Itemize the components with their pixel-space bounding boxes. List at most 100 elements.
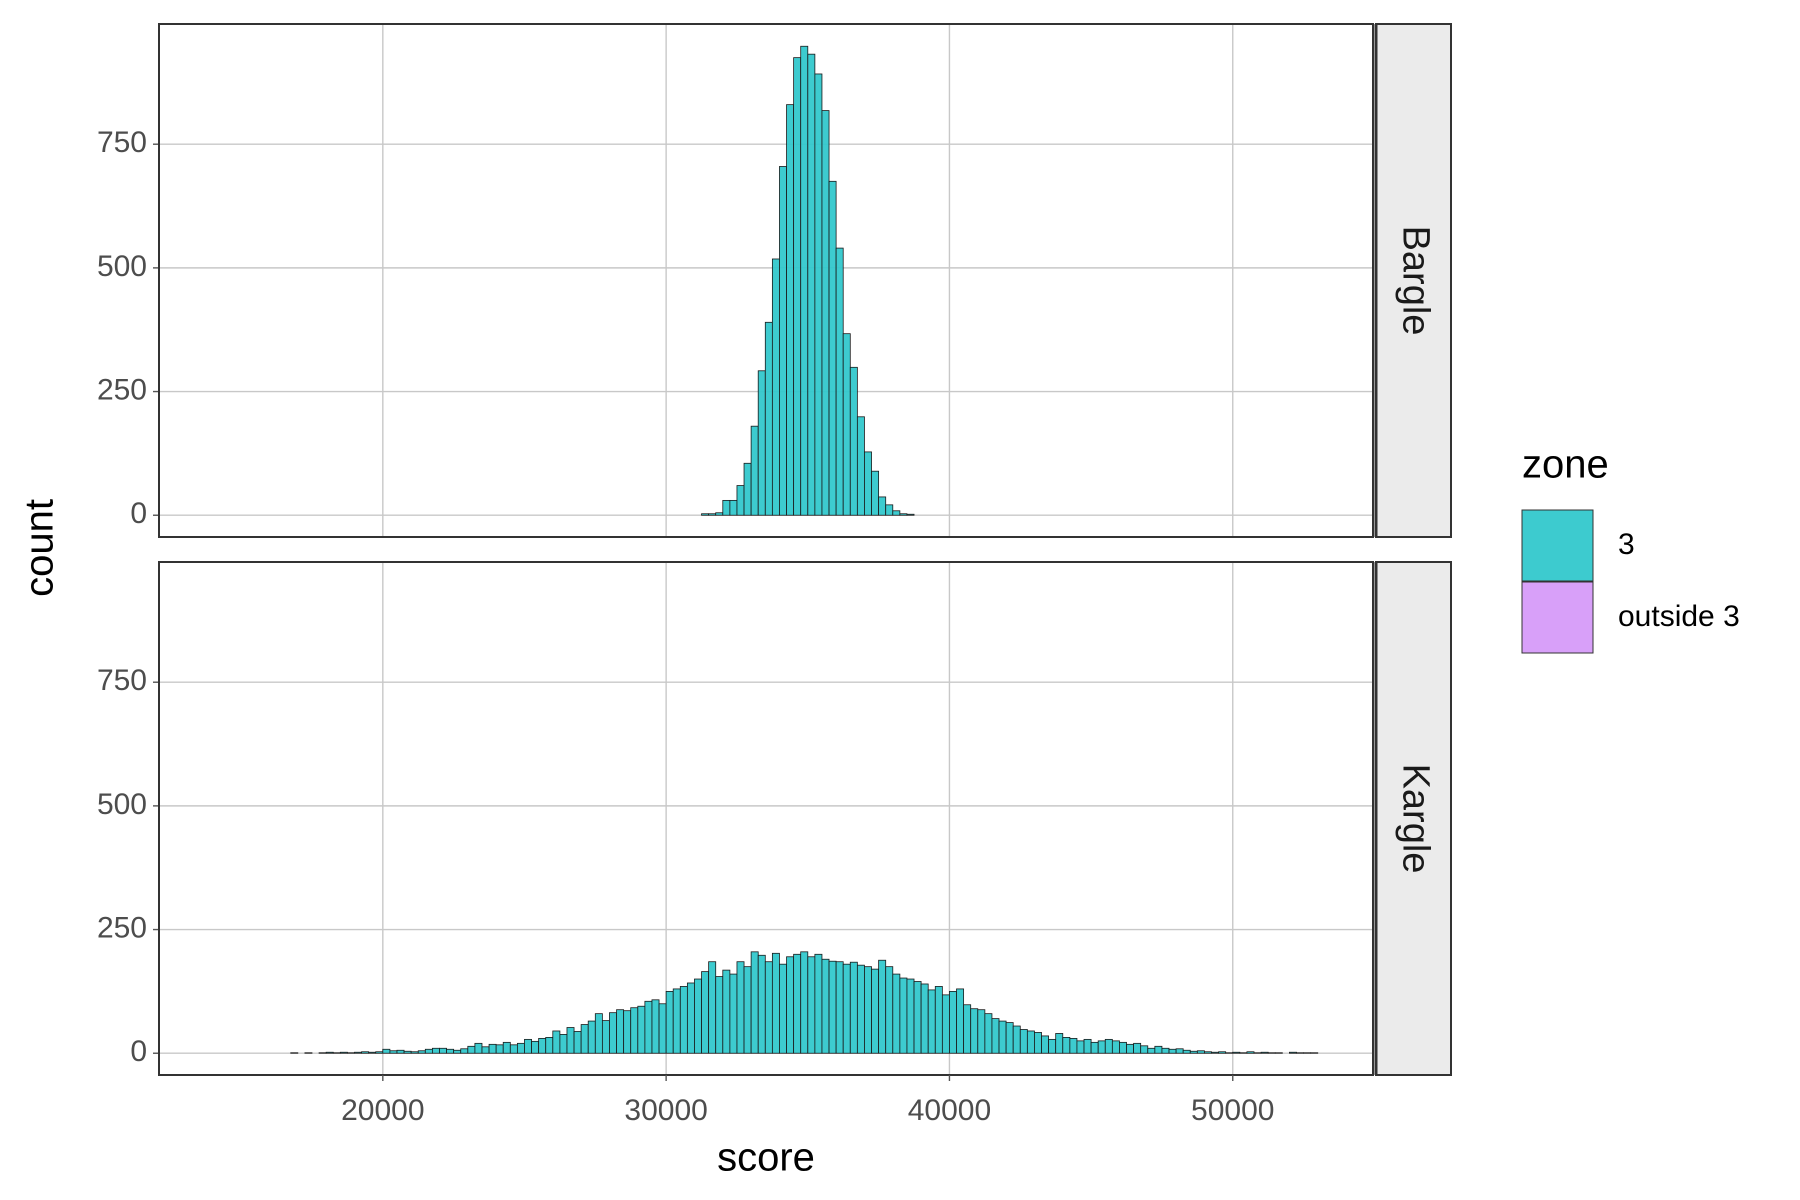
bar [1204,1051,1212,1054]
bar [708,513,717,516]
bar [793,57,802,516]
bar [361,1051,370,1054]
bar [552,1030,561,1054]
bar [743,462,752,516]
bar [771,258,780,516]
bar [998,1020,1007,1054]
bar [495,1044,504,1054]
bar [864,451,872,516]
bar [679,986,688,1054]
bar [849,366,858,516]
bar [1104,1038,1113,1054]
bar [750,951,759,1054]
x-tick-label: 30000 [624,1094,707,1127]
bar [1062,1037,1071,1054]
bar [821,958,830,1054]
bar [1126,1043,1134,1054]
bar [871,470,880,516]
bar [729,973,738,1054]
bar [835,247,844,516]
bar [984,1013,993,1054]
legend-key [1521,509,1594,582]
bar [1211,1051,1219,1054]
bar [396,1049,405,1054]
strip-label: Bargle [1394,226,1436,336]
legend-key [1521,581,1594,654]
bar [722,499,731,516]
bar [1090,1041,1099,1054]
bar [630,1007,639,1054]
bar [786,104,795,516]
bar [764,961,773,1054]
bar [1034,1032,1042,1054]
bar [807,956,816,1054]
y-tick-label: 0 [130,1035,147,1068]
bar [538,1037,547,1054]
bar [559,1034,568,1054]
bar [623,1010,632,1054]
bar [325,1051,334,1054]
bar [1140,1045,1149,1054]
bar [417,1050,426,1054]
bar [509,1044,518,1054]
bar [807,53,816,516]
bar [686,982,695,1054]
x-tick-label: 20000 [341,1094,424,1127]
strip [1375,23,1452,538]
bar [368,1051,377,1054]
bar [736,961,745,1054]
bar [1147,1047,1156,1054]
bar [835,961,844,1054]
bar [779,166,787,516]
bar [1048,1038,1057,1054]
y-tick-label: 0 [130,497,147,530]
bar [920,983,929,1054]
bar [488,1043,497,1054]
bar [913,981,922,1054]
bar [729,499,738,516]
bar [665,990,674,1054]
bar [587,1020,596,1054]
bar [573,1031,582,1054]
bar [424,1048,433,1054]
bar [906,978,915,1054]
bar [446,1048,455,1054]
bar [743,966,752,1054]
bar [1012,1025,1021,1054]
bar [701,971,710,1054]
bar [899,977,908,1054]
bar [1133,1042,1142,1054]
bar [956,988,965,1054]
bar [786,956,795,1054]
bar [885,966,894,1054]
bar [906,513,915,516]
bar [410,1051,419,1054]
bar [1182,1049,1191,1054]
bar [403,1050,412,1054]
bar [892,510,901,516]
bar [793,953,802,1054]
bar [1097,1040,1106,1054]
x-axis-label: score [717,1136,815,1180]
bar [609,1012,617,1054]
bar [814,953,823,1054]
legend-label: outside 3 [1618,600,1740,633]
bar [941,994,950,1054]
bar [771,952,780,1054]
y-tick-label: 250 [97,373,147,406]
bar [524,1038,532,1054]
x-tick-label: 50000 [1191,1094,1274,1127]
bar [757,370,766,516]
x-tick-label: 40000 [908,1094,991,1127]
bar [1161,1047,1170,1054]
bar [694,978,702,1054]
bar [467,1045,476,1054]
bar [1218,1051,1227,1054]
bar [864,966,872,1054]
bar [963,1004,972,1054]
bar [339,1051,348,1054]
bar [1005,1022,1014,1054]
bar [800,951,809,1054]
bar [1289,1051,1297,1054]
